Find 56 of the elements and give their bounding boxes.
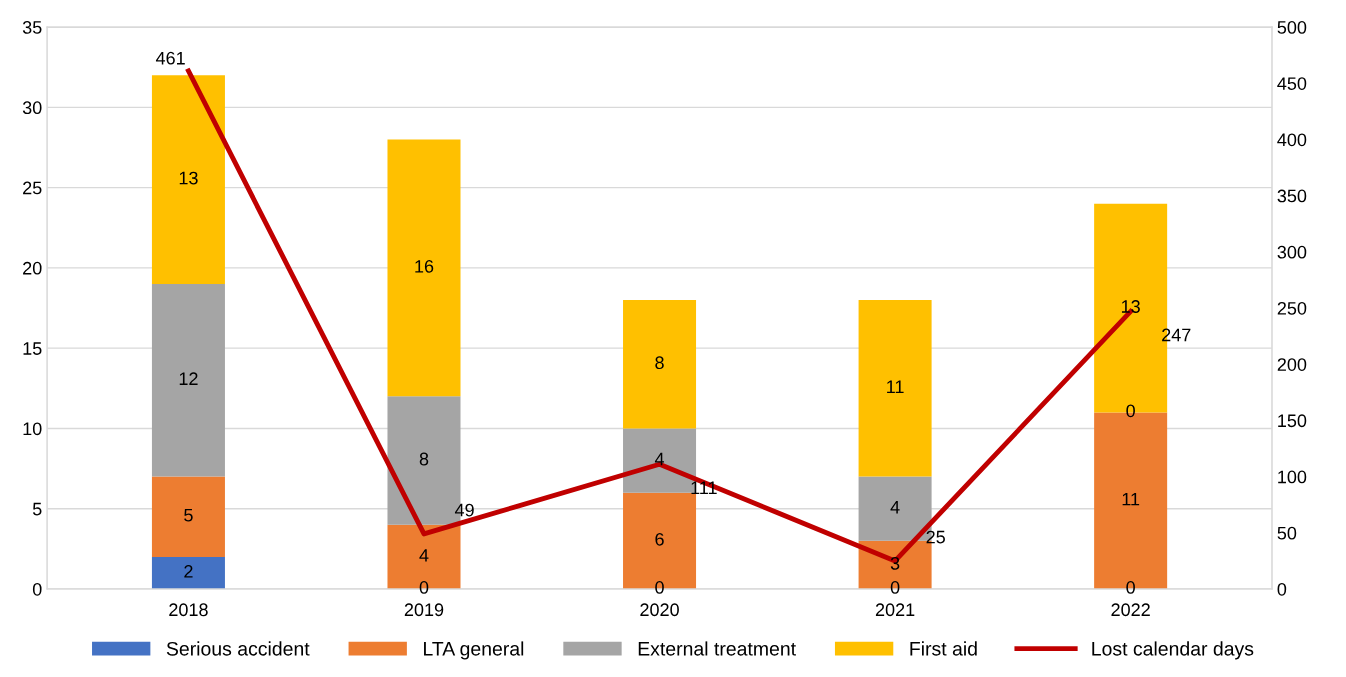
data-label: 8 bbox=[419, 452, 429, 466]
data-label: 111 bbox=[691, 481, 717, 494]
data-label: 3 bbox=[890, 556, 900, 570]
x-tick-label: 2020 bbox=[640, 603, 679, 617]
bar bbox=[151, 556, 225, 589]
data-label: 6 bbox=[655, 532, 664, 546]
y2-tick-label: 150 bbox=[1278, 414, 1307, 428]
x-tick-label: 2021 bbox=[875, 603, 915, 617]
y-tick-label: 15 bbox=[23, 342, 42, 355]
y2-tick-label: 500 bbox=[1277, 21, 1307, 34]
data-label: 461 bbox=[155, 51, 185, 65]
legend-label: Lost calendar days bbox=[1092, 641, 1254, 660]
data-label: 5 bbox=[184, 508, 193, 522]
y-tick-label: 20 bbox=[23, 261, 42, 275]
y-tick-label: 35 bbox=[22, 21, 42, 34]
legend-label: First aid bbox=[910, 641, 977, 656]
data-label: 11 bbox=[887, 380, 904, 393]
y-tick-label: 5 bbox=[32, 502, 42, 516]
y2-tick-label: 200 bbox=[1277, 358, 1307, 371]
data-label: 13 bbox=[179, 171, 198, 185]
data-label: 2 bbox=[184, 565, 193, 578]
x-tick-label: 2022 bbox=[1111, 603, 1150, 617]
data-label: 13 bbox=[1121, 300, 1140, 313]
y2-tick-label: 100 bbox=[1278, 470, 1307, 484]
y2-tick-label: 250 bbox=[1277, 301, 1307, 315]
legend-label: LTA general bbox=[424, 641, 524, 660]
data-label: 25 bbox=[926, 530, 945, 544]
y2-tick-label: 50 bbox=[1277, 526, 1297, 540]
annotation: 0 bbox=[1126, 404, 1135, 418]
data-label: 16 bbox=[415, 259, 434, 273]
y2-tick-label: 350 bbox=[1277, 189, 1307, 203]
data-label: 11 bbox=[1122, 492, 1140, 506]
bar bbox=[151, 75, 225, 284]
data-label: 4 bbox=[890, 500, 900, 514]
data-label: 12 bbox=[179, 372, 198, 385]
x-tick-label: 2018 bbox=[169, 603, 208, 617]
bar bbox=[151, 283, 225, 477]
bar bbox=[387, 139, 461, 397]
y-tick-label: 25 bbox=[23, 181, 42, 195]
y2-tick-label: 0 bbox=[1277, 582, 1287, 596]
y-tick-label: 10 bbox=[23, 422, 42, 436]
y2-tick-label: 450 bbox=[1277, 77, 1307, 90]
data-label: 4 bbox=[654, 452, 665, 466]
y-tick-label: 0 bbox=[32, 582, 42, 596]
y-tick-label: 30 bbox=[22, 101, 42, 115]
bar bbox=[858, 300, 932, 477]
x-tick-label: 2019 bbox=[404, 603, 444, 617]
bar bbox=[623, 300, 697, 429]
data-label: 49 bbox=[454, 503, 474, 517]
y2-tick-label: 300 bbox=[1277, 245, 1307, 259]
legend-label: External treatment bbox=[638, 641, 796, 656]
legend-label: Serious accident bbox=[166, 641, 310, 656]
y2-tick-label: 400 bbox=[1277, 133, 1307, 147]
bar bbox=[151, 476, 225, 557]
data-label: 4 bbox=[419, 549, 429, 562]
data-label: 8 bbox=[655, 356, 664, 370]
